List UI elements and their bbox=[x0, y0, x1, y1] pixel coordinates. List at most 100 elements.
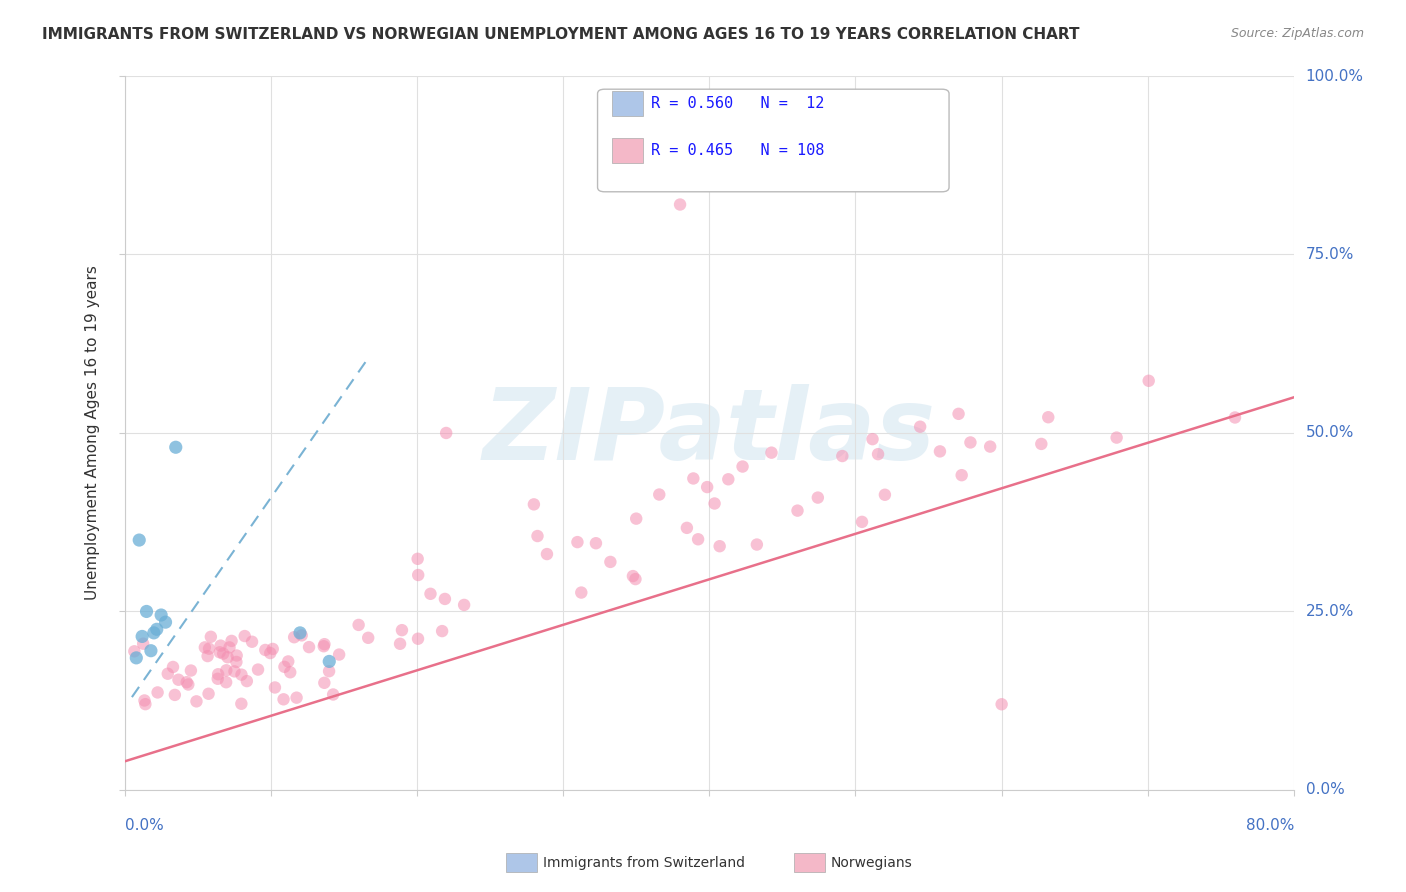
Point bbox=[523, 497, 546, 511]
Text: Immigrants from Switzerland: Immigrants from Switzerland bbox=[543, 855, 745, 870]
Text: R = 0.465   N = 108: R = 0.465 N = 108 bbox=[651, 144, 824, 158]
Point bbox=[536, 547, 558, 561]
Point bbox=[389, 637, 412, 651]
Point bbox=[990, 698, 1012, 712]
Point bbox=[318, 655, 340, 669]
Point bbox=[273, 692, 295, 706]
Point bbox=[669, 197, 692, 211]
Point bbox=[278, 665, 301, 680]
Point bbox=[1105, 431, 1128, 445]
Point bbox=[873, 488, 896, 502]
Point bbox=[624, 511, 647, 525]
Point bbox=[314, 637, 336, 651]
Point bbox=[391, 623, 413, 637]
Point bbox=[135, 604, 157, 618]
Point bbox=[186, 694, 208, 708]
Point bbox=[709, 539, 731, 553]
Point bbox=[215, 663, 238, 677]
Point bbox=[831, 449, 853, 463]
Point bbox=[198, 641, 221, 656]
Point bbox=[291, 628, 314, 642]
Point bbox=[959, 435, 981, 450]
Point bbox=[318, 664, 340, 678]
Point bbox=[262, 642, 284, 657]
Point bbox=[406, 568, 429, 582]
Point bbox=[217, 650, 239, 665]
Point bbox=[950, 468, 973, 483]
Point bbox=[682, 471, 704, 485]
Point bbox=[221, 634, 243, 648]
Point bbox=[322, 688, 344, 702]
Point bbox=[207, 672, 229, 686]
Text: R = 0.560   N =  12: R = 0.560 N = 12 bbox=[651, 96, 824, 111]
Text: 80.0%: 80.0% bbox=[1246, 819, 1294, 833]
Point bbox=[167, 673, 190, 687]
Point bbox=[585, 536, 607, 550]
Point bbox=[948, 407, 970, 421]
Point bbox=[357, 631, 380, 645]
Point bbox=[868, 447, 890, 461]
Point bbox=[125, 651, 148, 665]
Point bbox=[717, 472, 740, 486]
Point bbox=[247, 663, 270, 677]
Point bbox=[298, 640, 321, 654]
Point bbox=[347, 618, 370, 632]
Point bbox=[176, 675, 198, 690]
Point bbox=[312, 639, 335, 653]
Point bbox=[406, 632, 429, 646]
Point bbox=[696, 480, 718, 494]
Point bbox=[156, 666, 179, 681]
Point bbox=[526, 529, 548, 543]
Point bbox=[215, 675, 238, 690]
Point bbox=[224, 665, 246, 679]
Point bbox=[225, 648, 247, 663]
Text: Source: ZipAtlas.com: Source: ZipAtlas.com bbox=[1230, 27, 1364, 40]
Point bbox=[648, 487, 671, 501]
Point bbox=[240, 634, 263, 648]
Point bbox=[1137, 374, 1160, 388]
Point bbox=[155, 615, 177, 629]
Point bbox=[786, 503, 808, 517]
Point bbox=[1223, 410, 1246, 425]
Text: ZIPatlas: ZIPatlas bbox=[482, 384, 936, 482]
Point bbox=[146, 685, 169, 699]
Point bbox=[862, 432, 884, 446]
Point bbox=[231, 667, 253, 681]
Y-axis label: Unemployment Among Ages 16 to 19 years: Unemployment Among Ages 16 to 19 years bbox=[86, 266, 100, 600]
Point bbox=[180, 664, 202, 678]
Point bbox=[259, 646, 281, 660]
Point bbox=[434, 425, 457, 440]
Point bbox=[231, 697, 253, 711]
Point bbox=[194, 640, 217, 655]
Point bbox=[567, 535, 589, 549]
Point bbox=[197, 687, 219, 701]
Point bbox=[599, 555, 621, 569]
Point bbox=[731, 459, 754, 474]
Text: 75.0%: 75.0% bbox=[1306, 247, 1354, 262]
Point bbox=[621, 569, 644, 583]
Point bbox=[569, 585, 592, 599]
Point bbox=[177, 677, 200, 691]
Point bbox=[233, 629, 256, 643]
Point bbox=[851, 515, 873, 529]
Text: Norwegians: Norwegians bbox=[831, 855, 912, 870]
Point bbox=[208, 645, 231, 659]
Point bbox=[142, 625, 165, 640]
Point bbox=[1031, 437, 1053, 451]
Point bbox=[929, 444, 952, 458]
Text: IMMIGRANTS FROM SWITZERLAND VS NORWEGIAN UNEMPLOYMENT AMONG AGES 16 TO 19 YEARS : IMMIGRANTS FROM SWITZERLAND VS NORWEGIAN… bbox=[42, 27, 1080, 42]
Point bbox=[979, 440, 1001, 454]
Point bbox=[453, 598, 475, 612]
Point bbox=[433, 591, 456, 606]
Text: 0.0%: 0.0% bbox=[125, 819, 163, 833]
Point bbox=[288, 625, 311, 640]
Point bbox=[419, 587, 441, 601]
Point bbox=[212, 647, 235, 661]
Point bbox=[688, 533, 710, 547]
Point bbox=[197, 649, 219, 664]
Point bbox=[236, 674, 259, 689]
Point bbox=[406, 551, 429, 566]
Point bbox=[132, 637, 155, 651]
Point bbox=[624, 572, 647, 586]
Point bbox=[761, 445, 783, 459]
